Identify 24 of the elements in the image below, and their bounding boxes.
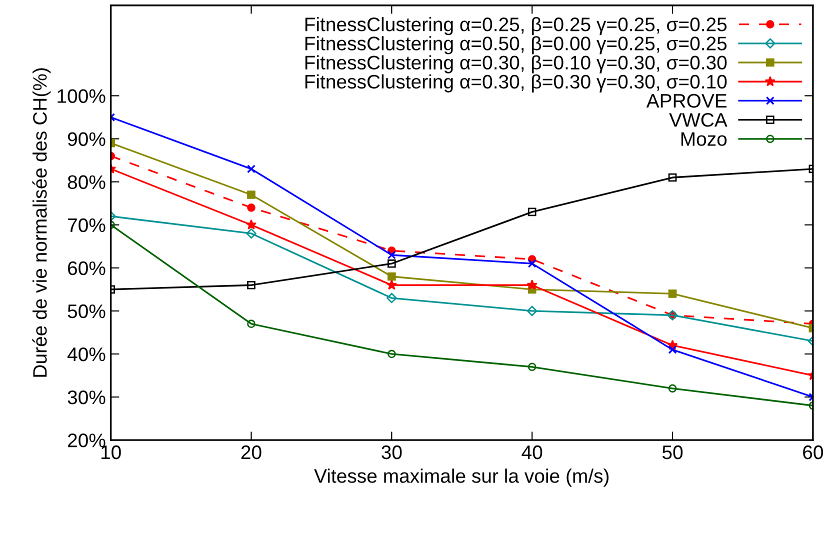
x-axis-title: Vitesse maximale sur la voie (m/s) bbox=[314, 468, 609, 487]
legend-label: FitnessClustering α=0.30, β=0.30 γ=0.30, σ=0.10 bbox=[305, 74, 727, 92]
x-tick-label: 10 bbox=[101, 445, 121, 460]
y-tick-label: 100% bbox=[58, 89, 106, 103]
legend-label: FitnessClustering α=0.25, β=0.25 γ=0.25, σ=0.25 bbox=[305, 17, 727, 36]
x-tick-label: 50 bbox=[662, 445, 683, 460]
y-tick-label: 20% bbox=[68, 434, 106, 448]
legend-label: FitnessClustering α=0.50, β=0.00 γ=0.25, σ=0.25 bbox=[305, 36, 727, 54]
y-tick-label: 50% bbox=[68, 304, 106, 318]
x-tick-label: 20 bbox=[241, 445, 262, 460]
legend-label: FitnessClustering α=0.30, β=0.10 γ=0.30, σ=0.30 bbox=[305, 55, 727, 74]
y-tick-label: 70% bbox=[68, 218, 106, 232]
y-tick-label: 30% bbox=[68, 390, 106, 404]
legend-label: VWCA bbox=[669, 113, 728, 127]
legend-label: APROVE bbox=[646, 94, 727, 108]
x-tick-label: 30 bbox=[382, 445, 402, 460]
x-tick-label: 60 bbox=[803, 445, 823, 460]
x-tick-label: 40 bbox=[522, 445, 542, 460]
y-axis-title: Durée de vie normalisée des CH(%) bbox=[32, 68, 51, 377]
y-tick-label: 90% bbox=[68, 132, 106, 146]
y-tick-label: 80% bbox=[68, 175, 106, 190]
y-tick-label: 40% bbox=[67, 347, 106, 362]
legend-label: Mozo bbox=[681, 132, 727, 146]
y-tick-label: 60% bbox=[68, 261, 106, 276]
